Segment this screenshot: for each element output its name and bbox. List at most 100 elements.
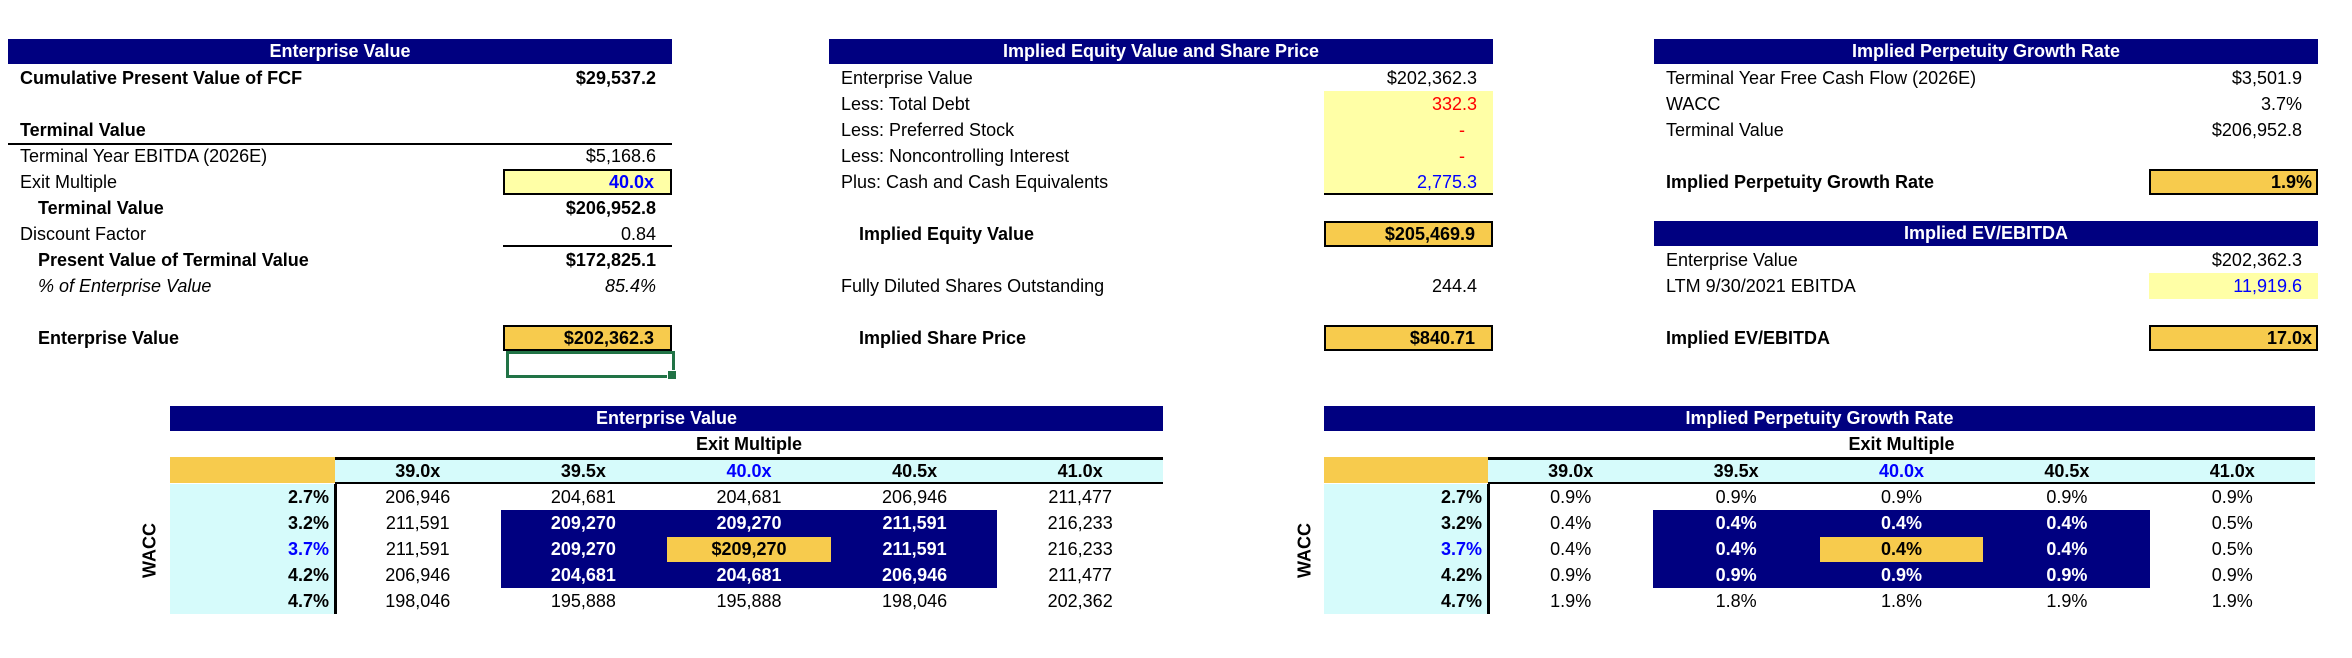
- enterprise-value-output[interactable]: $202,362.3: [503, 325, 672, 351]
- column-header[interactable]: 41.0x: [1057, 461, 1103, 481]
- ev-sensitivity-table: Enterprise Value Exit Multiple 39.0x 39.5x 4…: [140, 406, 1163, 616]
- exit-multiple-input[interactable]: 40.0x: [503, 169, 672, 195]
- ltm-ebitda-value[interactable]: 11,919.6: [2149, 273, 2318, 299]
- table-cell[interactable]: 0.4%: [1880, 513, 1922, 533]
- table-cell[interactable]: 198,046: [385, 591, 451, 611]
- selected-cell[interactable]: [506, 351, 677, 380]
- base-case-cell[interactable]: 0.4%: [1819, 537, 1984, 562]
- row-header[interactable]: 4.2%: [287, 565, 329, 585]
- table-cell[interactable]: 1.9%: [2211, 591, 2253, 611]
- column-header[interactable]: 40.5x: [2044, 461, 2090, 481]
- table-cell[interactable]: 1.9%: [2046, 591, 2088, 611]
- table-cell[interactable]: 204,681: [550, 487, 616, 507]
- cash-value[interactable]: 2,775.3: [1416, 172, 1477, 192]
- row-header[interactable]: 4.7%: [287, 591, 329, 611]
- column-header[interactable]: 41.0x: [2209, 461, 2255, 481]
- wacc-value[interactable]: 3.7%: [2260, 94, 2302, 114]
- perp-tv-value[interactable]: $206,952.8: [2211, 120, 2302, 140]
- ev-ebitda-ev-value[interactable]: $202,362.3: [2211, 250, 2302, 270]
- column-header[interactable]: 40.0x: [1878, 461, 1925, 481]
- sensitivity-title: Enterprise Value: [170, 406, 1163, 431]
- table-cell[interactable]: 1.9%: [1550, 591, 1592, 611]
- table-cell[interactable]: 211,591: [882, 513, 947, 533]
- table-cell[interactable]: 0.9%: [1715, 565, 1757, 585]
- table-cell[interactable]: 211,591: [385, 539, 450, 559]
- table-cell[interactable]: 0.4%: [2046, 513, 2088, 533]
- table-cell[interactable]: 211,477: [1048, 487, 1113, 507]
- enterprise-value-header: Enterprise Value: [8, 39, 672, 64]
- table-cell[interactable]: 209,270: [550, 513, 616, 533]
- table-cell[interactable]: 0.9%: [1550, 565, 1592, 585]
- share-price-output[interactable]: $840.71: [1324, 325, 1493, 351]
- table-cell[interactable]: 206,946: [385, 487, 451, 507]
- column-header[interactable]: 40.0x: [726, 461, 772, 481]
- table-cell[interactable]: 209,270: [550, 539, 616, 559]
- terminal-ebitda-value[interactable]: $5,168.6: [585, 146, 656, 166]
- base-case-cell[interactable]: $209,270: [667, 537, 831, 562]
- table-cell[interactable]: 0.4%: [1550, 513, 1592, 533]
- pv-terminal-value-value[interactable]: $172,825.1: [565, 250, 656, 270]
- shares-value[interactable]: 244.4: [1431, 276, 1477, 296]
- table-cell[interactable]: 0.5%: [2211, 539, 2253, 559]
- preferred-stock-value[interactable]: -: [1459, 120, 1465, 140]
- table-cell[interactable]: 206,946: [882, 487, 948, 507]
- table-cell[interactable]: 0.9%: [1880, 565, 1922, 585]
- table-cell[interactable]: 1.8%: [1715, 591, 1757, 611]
- column-header[interactable]: 39.0x: [395, 461, 441, 481]
- row-header[interactable]: 2.7%: [1440, 487, 1482, 507]
- table-cell[interactable]: 0.4%: [1550, 539, 1592, 559]
- table-cell[interactable]: 209,270: [716, 513, 782, 533]
- equity-ev-value[interactable]: $202,362.3: [1386, 68, 1477, 88]
- row-header[interactable]: 4.2%: [1440, 565, 1482, 585]
- table-cell[interactable]: 206,946: [882, 565, 948, 585]
- table-cell[interactable]: 0.4%: [1715, 513, 1757, 533]
- implied-ev-ebitda-output[interactable]: 17.0x: [2149, 325, 2318, 351]
- pct-ev-value[interactable]: 85.4%: [604, 276, 656, 296]
- cum-pv-fcf-value[interactable]: $29,537.2: [575, 68, 656, 88]
- table-cell[interactable]: 211,591: [882, 539, 947, 559]
- total-debt-value[interactable]: 332.3: [1431, 94, 1477, 114]
- row-header[interactable]: 4.7%: [1440, 591, 1482, 611]
- nci-value[interactable]: -: [1459, 146, 1465, 166]
- column-header[interactable]: 40.5x: [892, 461, 938, 481]
- table-cell[interactable]: 211,477: [1048, 565, 1113, 585]
- column-header[interactable]: 39.0x: [1548, 461, 1594, 481]
- table-cell[interactable]: 0.9%: [2211, 565, 2253, 585]
- fill-handle[interactable]: [667, 370, 677, 380]
- table-cell[interactable]: 211,591: [385, 513, 450, 533]
- pgr-output[interactable]: 1.9%: [2149, 169, 2318, 195]
- table-cell[interactable]: 0.9%: [2046, 565, 2088, 585]
- table-cell[interactable]: 206,946: [385, 565, 451, 585]
- row-header[interactable]: 3.2%: [287, 513, 329, 533]
- row-header[interactable]: 3.7%: [1440, 539, 1482, 559]
- implied-equity-output[interactable]: $205,469.9: [1324, 221, 1493, 247]
- table-cell[interactable]: 1.8%: [1880, 591, 1922, 611]
- table-cell[interactable]: 204,681: [716, 565, 782, 585]
- table-cell[interactable]: 202,362: [1047, 591, 1113, 611]
- table-cell[interactable]: 0.4%: [1715, 539, 1757, 559]
- table-cell[interactable]: 0.4%: [2046, 539, 2088, 559]
- table-cell[interactable]: 0.5%: [2211, 513, 2253, 533]
- table-cell[interactable]: 216,233: [1047, 513, 1113, 533]
- table-cell[interactable]: 0.9%: [1550, 487, 1592, 507]
- table-cell[interactable]: 0.9%: [1880, 487, 1922, 507]
- table-cell[interactable]: 0.9%: [2211, 487, 2253, 507]
- discount-factor-value[interactable]: 0.84: [503, 221, 672, 247]
- table-cell[interactable]: 204,681: [716, 487, 782, 507]
- row-header[interactable]: 2.7%: [287, 487, 329, 507]
- row-header[interactable]: 3.2%: [1440, 513, 1482, 533]
- table-cell[interactable]: 204,681: [550, 565, 616, 585]
- table-cell[interactable]: 0.9%: [1715, 487, 1757, 507]
- terminal-value-value[interactable]: $206,952.8: [565, 198, 656, 218]
- table-cell[interactable]: 0.9%: [2046, 487, 2088, 507]
- preferred-stock-row: Less: Preferred Stock -: [829, 117, 1493, 143]
- column-header[interactable]: 39.5x: [1713, 461, 1759, 481]
- table-cell[interactable]: 198,046: [882, 591, 948, 611]
- table-cell[interactable]: 216,233: [1047, 539, 1113, 559]
- wacc-row: WACC 3.7%: [1654, 91, 2318, 117]
- row-header[interactable]: 3.7%: [287, 539, 329, 559]
- table-cell[interactable]: 195,888: [550, 591, 616, 611]
- terminal-fcf-value[interactable]: $3,501.9: [2231, 68, 2302, 88]
- column-header[interactable]: 39.5x: [560, 461, 606, 481]
- table-cell[interactable]: 195,888: [716, 591, 782, 611]
